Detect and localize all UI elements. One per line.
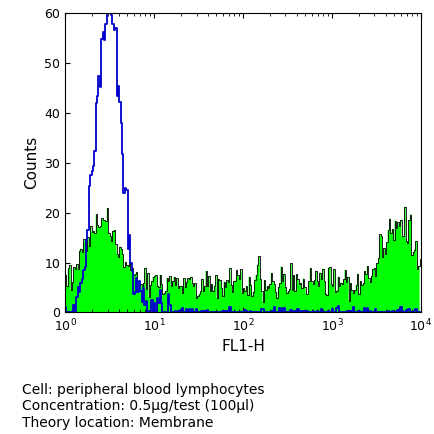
Y-axis label: Counts: Counts [24, 136, 39, 189]
Text: Cell: peripheral blood lymphocytes
Concentration: 0.5μg/test (100μl)
Theory loca: Cell: peripheral blood lymphocytes Conce… [22, 383, 264, 430]
X-axis label: FL1-H: FL1-H [221, 339, 265, 355]
